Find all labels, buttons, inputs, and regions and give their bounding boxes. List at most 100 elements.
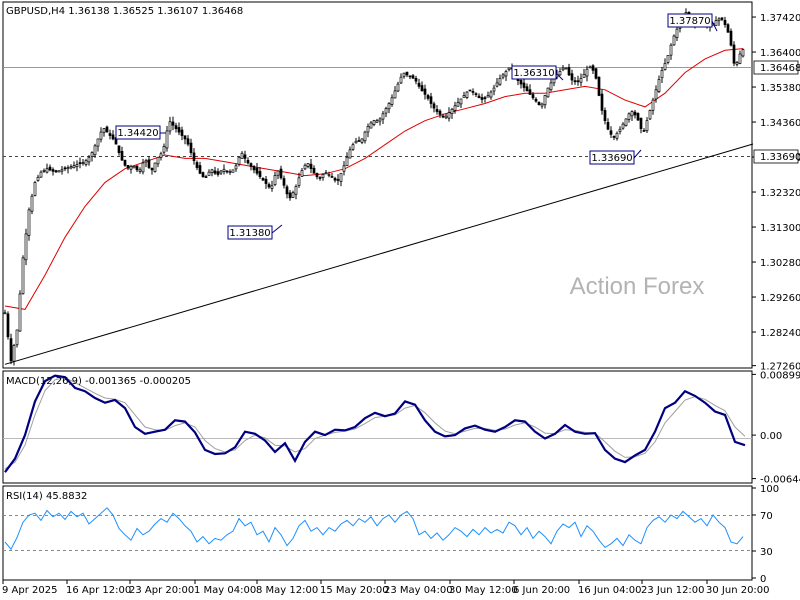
- candle: [246, 157, 250, 165]
- candle: [630, 110, 634, 122]
- annotation-connector: [711, 20, 718, 32]
- candle: [96, 138, 100, 152]
- candle: [111, 130, 115, 141]
- price-annotation: 1.36310: [511, 65, 557, 80]
- price-tick-label: 1.37420: [760, 13, 800, 24]
- candle: [579, 73, 583, 87]
- rsi-y-axis: 100 70 30 0: [752, 484, 779, 585]
- candle: [420, 81, 424, 92]
- trendline: [4, 143, 754, 365]
- candle: [15, 329, 19, 348]
- candle: [135, 165, 139, 173]
- candle: [243, 150, 247, 164]
- candle: [33, 180, 37, 197]
- x-tick-label: 9 Apr 2025: [2, 585, 57, 596]
- candle: [282, 175, 286, 189]
- candle: [483, 95, 487, 103]
- candle: [591, 64, 595, 74]
- candle: [396, 81, 400, 93]
- candle: [78, 157, 82, 169]
- candle: [447, 107, 451, 122]
- candle: [378, 117, 382, 126]
- chart-header: GBPUSD,H4 1.36138 1.36525 1.36107 1.3646…: [6, 6, 243, 17]
- candle: [504, 69, 508, 82]
- candle: [597, 76, 601, 97]
- candle: [39, 170, 43, 178]
- x-tick-label: 16 Jun 04:00: [578, 585, 642, 596]
- price-tick-label: 1.28240: [760, 328, 800, 339]
- candle: [240, 151, 244, 159]
- candle: [738, 50, 742, 65]
- candle: [57, 170, 61, 173]
- candle: [549, 79, 553, 92]
- price-tick-label: 1.35380: [760, 83, 800, 94]
- candle: [321, 173, 325, 181]
- candle: [261, 177, 265, 181]
- candle: [501, 73, 505, 80]
- candle: [309, 158, 313, 174]
- candle: [351, 142, 355, 151]
- candle: [537, 101, 541, 106]
- candle: [54, 169, 58, 174]
- candle: [201, 171, 205, 178]
- x-tick-label: 8 May 12:00: [256, 585, 318, 596]
- candle: [66, 165, 70, 174]
- candle: [636, 112, 640, 121]
- candle: [288, 189, 292, 201]
- candle: [279, 165, 283, 180]
- candle: [714, 16, 718, 26]
- candle: [669, 43, 673, 60]
- candle: [450, 107, 454, 119]
- candle: [528, 84, 532, 95]
- x-tick-label: 30 Jun 20:00: [706, 585, 770, 596]
- candle: [723, 16, 727, 28]
- x-tick-label: 1 May 04:00: [194, 585, 256, 596]
- price-tick-label: 1.27260: [760, 362, 800, 373]
- candle: [144, 158, 148, 168]
- candle: [189, 138, 193, 156]
- candle: [138, 167, 142, 174]
- candle: [546, 87, 550, 98]
- candle: [180, 126, 184, 141]
- price-tick-label: 1.30280: [760, 258, 800, 269]
- candle: [177, 122, 181, 136]
- current-price-tag: 1.36468: [753, 60, 800, 75]
- candle: [564, 67, 568, 70]
- macd-panel: 0.008997 0.00 -0.006442 MACD(12,26,9) -0.0…: [2, 370, 800, 486]
- candle: [129, 164, 133, 174]
- candle: [342, 161, 346, 176]
- candle: [141, 158, 145, 175]
- candle: [648, 109, 652, 120]
- candle: [441, 113, 445, 119]
- macd-y-axis: 0.008997 0.00 -0.006442: [752, 370, 800, 486]
- candle: [132, 165, 136, 169]
- candle: [213, 166, 217, 175]
- candle: [717, 17, 721, 26]
- candle: [183, 135, 187, 145]
- candle: [6, 311, 10, 340]
- candle: [375, 118, 379, 123]
- candle: [567, 63, 571, 76]
- candle: [12, 343, 16, 366]
- rsi-tick-label: 70: [760, 511, 773, 522]
- price-tick-label: 1.36400: [760, 48, 800, 59]
- candle: [162, 143, 166, 155]
- candle: [741, 48, 745, 58]
- candle: [333, 176, 337, 183]
- candle: [231, 169, 235, 173]
- candle: [489, 90, 493, 100]
- candle: [357, 136, 361, 142]
- candle: [120, 146, 124, 161]
- candle: [423, 84, 427, 100]
- candle: [324, 170, 328, 175]
- rsi-tick-label: 100: [760, 484, 779, 495]
- rsi-panel-frame: [2, 485, 753, 581]
- candle: [330, 173, 334, 178]
- current-price-label: 1.36468: [760, 63, 800, 74]
- support-price-label: 1.33690: [760, 152, 800, 163]
- annotation-connector: [633, 149, 642, 159]
- candle: [666, 55, 670, 65]
- candle: [72, 161, 76, 169]
- candle: [3, 309, 7, 315]
- candle: [363, 130, 367, 144]
